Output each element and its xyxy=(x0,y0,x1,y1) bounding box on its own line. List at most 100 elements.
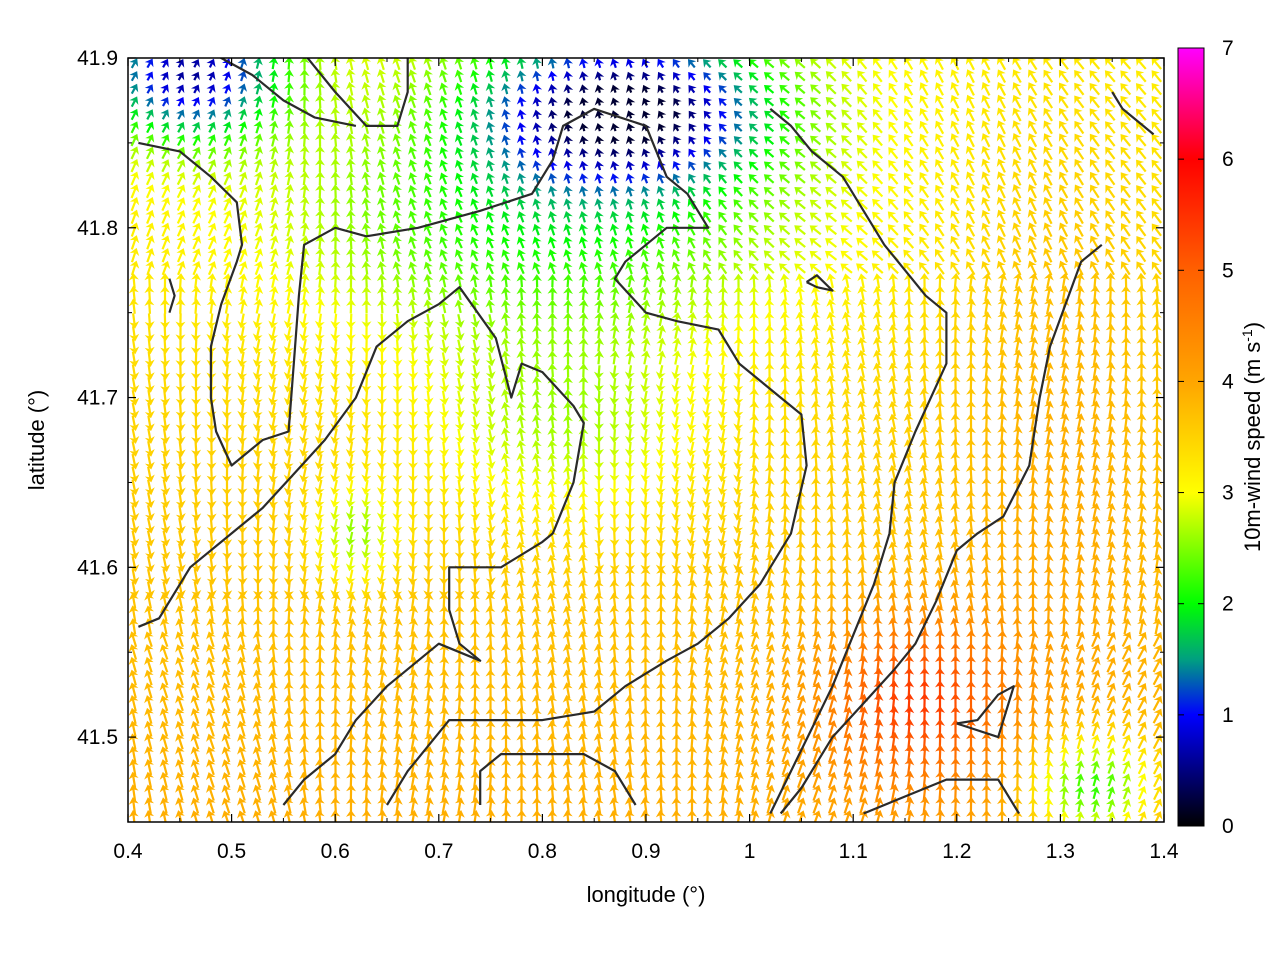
x-tick-label: 1.1 xyxy=(839,840,868,863)
wind-arrow xyxy=(919,311,930,327)
wind-arrow xyxy=(578,71,589,81)
wind-arrow xyxy=(609,669,620,686)
wind-arrow xyxy=(376,403,387,419)
wind-arrow xyxy=(702,707,713,725)
wind-arrow xyxy=(128,273,139,289)
wind-arrow xyxy=(733,428,744,444)
wind-arrow xyxy=(485,581,496,598)
wind-arrow xyxy=(485,69,496,83)
wind-arrow xyxy=(423,746,434,763)
wind-arrow xyxy=(1058,222,1069,238)
wind-arrow xyxy=(671,567,682,583)
wind-arrow xyxy=(299,326,310,342)
wind-arrow xyxy=(733,311,744,327)
wind-arrow xyxy=(1027,209,1037,225)
wind-arrow xyxy=(470,58,480,70)
wind-arrow xyxy=(361,158,372,173)
wind-arrow xyxy=(718,579,729,596)
wind-arrow xyxy=(562,452,573,467)
wind-arrow xyxy=(252,746,263,763)
wind-arrow xyxy=(810,58,822,69)
wind-arrow xyxy=(625,198,635,210)
wind-arrow xyxy=(221,656,232,673)
wind-arrow xyxy=(748,273,759,288)
wind-arrow xyxy=(594,160,605,171)
wind-arrow xyxy=(501,223,511,236)
wind-arrow xyxy=(812,681,822,699)
wind-arrow xyxy=(345,81,356,96)
wind-arrow xyxy=(610,148,620,158)
wind-arrow xyxy=(408,428,419,444)
wind-arrow xyxy=(1120,108,1132,121)
wind-arrow xyxy=(237,351,248,367)
wind-arrow xyxy=(144,759,154,776)
wind-arrow xyxy=(345,145,356,160)
wind-arrow xyxy=(609,733,620,750)
wind-arrow xyxy=(1121,387,1132,404)
wind-arrow xyxy=(1027,145,1038,161)
wind-arrow xyxy=(330,569,341,585)
wind-arrow xyxy=(656,261,666,275)
wind-arrow xyxy=(160,71,169,81)
wind-arrow xyxy=(268,643,279,660)
wind-arrow xyxy=(1105,336,1116,353)
wind-arrow xyxy=(345,544,356,559)
wind-arrow xyxy=(1059,374,1070,392)
wind-arrow xyxy=(175,505,186,521)
wind-arrow xyxy=(423,95,433,109)
wind-arrow xyxy=(749,490,760,507)
wind-arrow xyxy=(237,70,248,82)
wind-arrow xyxy=(454,720,465,737)
wind-arrow xyxy=(1058,196,1069,212)
wind-arrow xyxy=(315,260,326,275)
wind-arrow xyxy=(190,631,201,648)
wind-arrow xyxy=(749,452,760,468)
wind-arrow xyxy=(1059,272,1070,289)
wind-arrow xyxy=(981,222,991,237)
wind-arrow xyxy=(888,375,899,391)
wind-arrow xyxy=(160,415,171,432)
wind-arrow xyxy=(717,505,728,521)
wind-arrow xyxy=(314,58,325,70)
wind-arrow xyxy=(826,617,837,635)
wind-arrow xyxy=(996,58,1007,71)
wind-arrow xyxy=(780,477,791,494)
wind-arrow xyxy=(392,339,403,354)
wind-arrow xyxy=(485,172,496,185)
wind-arrow xyxy=(1106,811,1116,822)
wind-arrow xyxy=(702,249,712,262)
wind-arrow xyxy=(1090,438,1101,456)
wind-arrow xyxy=(1090,708,1101,724)
wind-arrow xyxy=(299,132,310,147)
wind-arrow xyxy=(159,759,170,776)
wind-arrow xyxy=(733,148,743,158)
wind-arrow xyxy=(593,656,604,673)
wind-arrow xyxy=(779,123,790,133)
wind-arrow xyxy=(718,809,729,822)
wind-arrow xyxy=(825,174,837,184)
wind-arrow xyxy=(269,235,279,250)
wind-arrow xyxy=(764,298,775,314)
wind-arrow xyxy=(1043,145,1053,161)
wind-arrow xyxy=(903,592,914,610)
wind-arrow xyxy=(408,403,419,418)
wind-arrow xyxy=(454,58,465,70)
wind-arrow xyxy=(981,235,991,250)
wind-arrow xyxy=(408,441,419,457)
wind-arrow xyxy=(144,415,155,432)
wind-arrow xyxy=(1121,413,1132,430)
wind-arrow xyxy=(531,452,542,467)
wind-arrow xyxy=(749,797,760,814)
wind-arrow xyxy=(934,210,945,224)
wind-arrow xyxy=(191,248,202,263)
wind-arrow xyxy=(159,708,170,725)
wind-arrow xyxy=(919,197,930,211)
wind-arrow xyxy=(671,350,682,365)
wind-arrow xyxy=(626,97,636,106)
contour-line xyxy=(138,107,808,806)
wind-arrow xyxy=(594,84,605,93)
wind-arrow xyxy=(190,682,201,699)
wind-arrow xyxy=(609,518,620,534)
wind-arrow xyxy=(1137,644,1147,660)
wind-arrow xyxy=(1075,656,1086,673)
